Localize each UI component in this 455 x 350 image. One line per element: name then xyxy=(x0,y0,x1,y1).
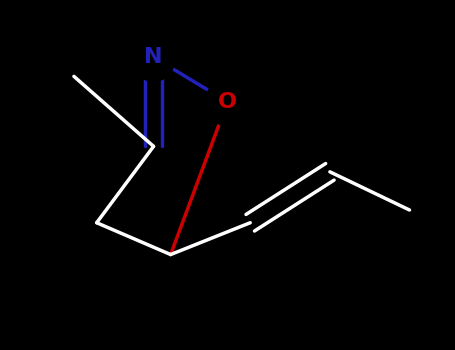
Text: N: N xyxy=(144,47,163,67)
Circle shape xyxy=(206,78,249,126)
Text: O: O xyxy=(218,92,237,112)
Circle shape xyxy=(132,33,175,82)
